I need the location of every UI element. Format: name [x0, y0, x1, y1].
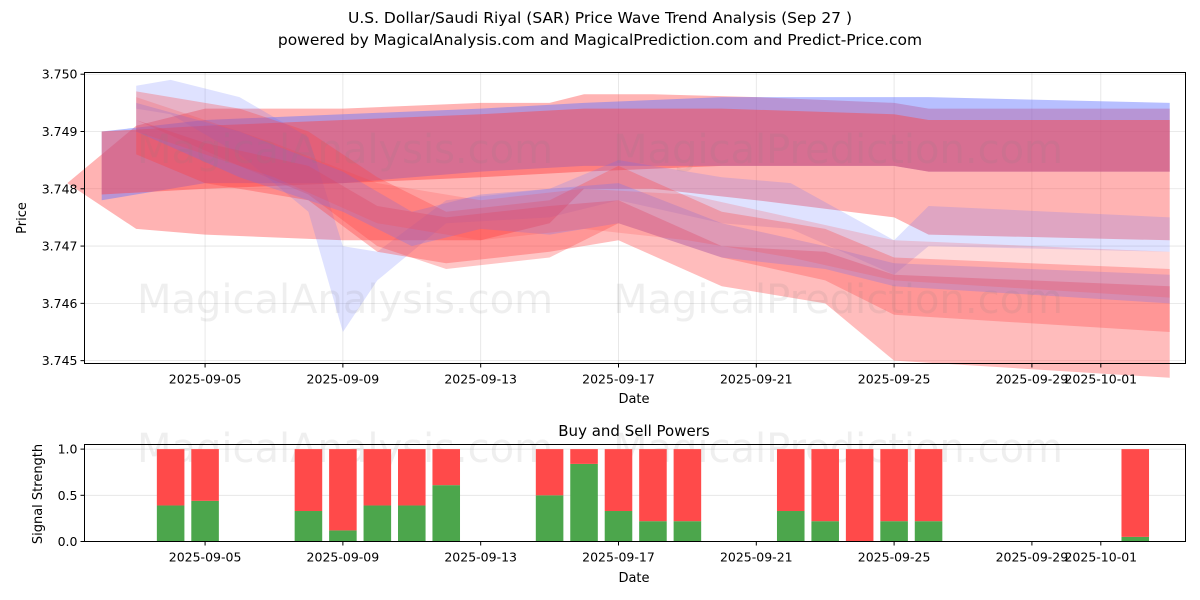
y-tick-label: 3.749 — [42, 124, 78, 139]
x-tick-label: 2025-09-29 — [996, 550, 1069, 565]
x-tick-label: 2025-09-21 — [720, 372, 793, 387]
y-tick-label: 0.5 — [58, 488, 78, 503]
sell-bar — [432, 449, 461, 486]
signal-x-axis-label: Date — [618, 571, 649, 586]
buy-bar — [880, 521, 908, 542]
buy-bar — [1121, 536, 1150, 542]
buy-bar — [363, 505, 392, 542]
buy-bar — [673, 521, 702, 542]
band-blue-3 — [136, 79, 1170, 333]
sell-bar — [535, 449, 564, 496]
buy-bar — [191, 500, 219, 542]
band-blue-6 — [136, 102, 1170, 304]
band-red-2 — [101, 108, 1170, 195]
sell-bar — [639, 449, 667, 522]
price-plot-frame — [84, 72, 1186, 364]
y-tick-label: 0.0 — [58, 534, 78, 549]
x-tick-label: 2025-10-01 — [1064, 372, 1137, 387]
sell-bar — [673, 449, 702, 522]
price-axis-ticks: 2025-09-05 2025-09-09 2025-09-13 2025-09-17… — [42, 67, 1137, 387]
buy-bar — [535, 495, 564, 542]
x-tick-label: 2025-09-09 — [307, 372, 380, 387]
x-tick-label: 2025-09-05 — [169, 550, 242, 565]
x-tick-label: 2025-09-05 — [169, 372, 242, 387]
sell-bar — [914, 449, 943, 522]
sell-bar — [570, 449, 598, 464]
sell-bar — [294, 449, 323, 512]
buy-bar — [294, 511, 323, 542]
x-tick-label: 2025-09-13 — [444, 372, 517, 387]
band-blue-1 — [101, 97, 1170, 201]
sell-bar — [845, 449, 874, 542]
buy-bar — [776, 511, 805, 542]
signal-plot-frame — [84, 444, 1186, 542]
price-y-axis-label: Price — [15, 202, 30, 234]
chart-title: U.S. Dollar/Saudi Riyal (SAR) Price Wave… — [347, 9, 853, 27]
chart-subtitle: powered by MagicalAnalysis.com and Magic… — [277, 31, 923, 49]
signal-y-axis-label: Signal Strength — [31, 444, 46, 544]
watermark: MagicalAnalysis.com — [137, 127, 553, 173]
sell-bar — [156, 449, 185, 506]
sell-bar — [398, 449, 426, 506]
x-tick-label: 2025-09-09 — [307, 550, 380, 565]
signal-bars — [156, 449, 1150, 542]
signal-chart-title: Buy and Sell Powers — [558, 422, 710, 440]
buy-bar — [604, 511, 633, 542]
sell-bar — [776, 449, 805, 512]
price-bands — [67, 79, 1170, 378]
x-tick-label: 2025-09-17 — [582, 372, 655, 387]
buy-bar — [914, 521, 943, 542]
buy-bar — [432, 485, 461, 542]
buy-bar — [398, 505, 426, 542]
sell-bar — [363, 449, 392, 506]
y-tick-label: 3.747 — [42, 239, 78, 254]
band-red-7 — [136, 97, 1170, 298]
watermark: MagicalPrediction.com — [613, 127, 1063, 173]
x-tick-label: 2025-09-25 — [858, 550, 931, 565]
band-red-4 — [136, 91, 1170, 333]
buy-bar — [811, 521, 839, 542]
buy-bar — [570, 463, 598, 542]
buy-bar — [329, 530, 357, 542]
price-x-axis-label: Date — [618, 392, 649, 407]
y-tick-label: 3.748 — [42, 181, 78, 196]
x-tick-label: 2025-09-17 — [582, 550, 655, 565]
sell-bar — [811, 449, 839, 522]
watermark: MagicalAnalysis.com — [137, 277, 553, 323]
price-grid — [84, 72, 1186, 364]
watermark: MagicalPrediction.com — [613, 277, 1063, 323]
y-tick-label: 3.745 — [42, 353, 78, 368]
band-red-0 — [67, 94, 1170, 241]
signal-axis-ticks: 0.0 0.5 1.0 2025-09-05 2025-09-09 2025-09-13 2… — [58, 442, 1138, 565]
sell-bar — [191, 449, 219, 501]
y-tick-label: 3.750 — [42, 67, 78, 82]
x-tick-label: 2025-09-25 — [858, 372, 931, 387]
x-tick-label: 2025-09-13 — [444, 550, 517, 565]
band-red-5 — [136, 120, 1170, 378]
y-tick-label: 3.746 — [42, 296, 78, 311]
sell-bar — [604, 449, 633, 512]
sell-bar — [1121, 449, 1150, 537]
buy-bar — [639, 521, 667, 542]
y-tick-label: 1.0 — [58, 442, 78, 457]
sell-bar — [880, 449, 908, 522]
x-tick-label: 2025-09-29 — [996, 372, 1069, 387]
x-tick-label: 2025-09-21 — [720, 550, 793, 565]
sell-bar — [329, 449, 357, 531]
buy-bar — [156, 505, 185, 542]
x-tick-label: 2025-10-01 — [1064, 550, 1137, 565]
